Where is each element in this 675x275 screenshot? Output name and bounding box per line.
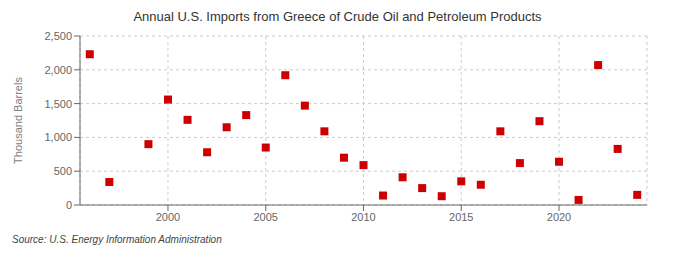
html-text:Annual U.S. Imports from Greec: Annual U.S. Imports from Greece of Crude… bbox=[133, 9, 542, 24]
svg-text:2010: 2010 bbox=[351, 211, 375, 223]
html-text:Source: U.S. Energy Informatio: Source: U.S. Energy Information Administ… bbox=[12, 234, 222, 245]
svg-text:2000: 2000 bbox=[156, 211, 180, 223]
svg-text:2015: 2015 bbox=[449, 211, 473, 223]
svg-text:Thousand Barrels: Thousand Barrels bbox=[12, 77, 24, 164]
svg-text:2020: 2020 bbox=[547, 211, 571, 223]
svg-text:2,500: 2,500 bbox=[44, 30, 72, 42]
svg-text:2,000: 2,000 bbox=[44, 64, 72, 76]
svg-text:1,000: 1,000 bbox=[44, 131, 72, 143]
svg-text:2005: 2005 bbox=[253, 211, 277, 223]
svg-text:0: 0 bbox=[66, 199, 72, 211]
svg-text:500: 500 bbox=[54, 165, 72, 177]
svg-text:1,500: 1,500 bbox=[44, 98, 72, 110]
